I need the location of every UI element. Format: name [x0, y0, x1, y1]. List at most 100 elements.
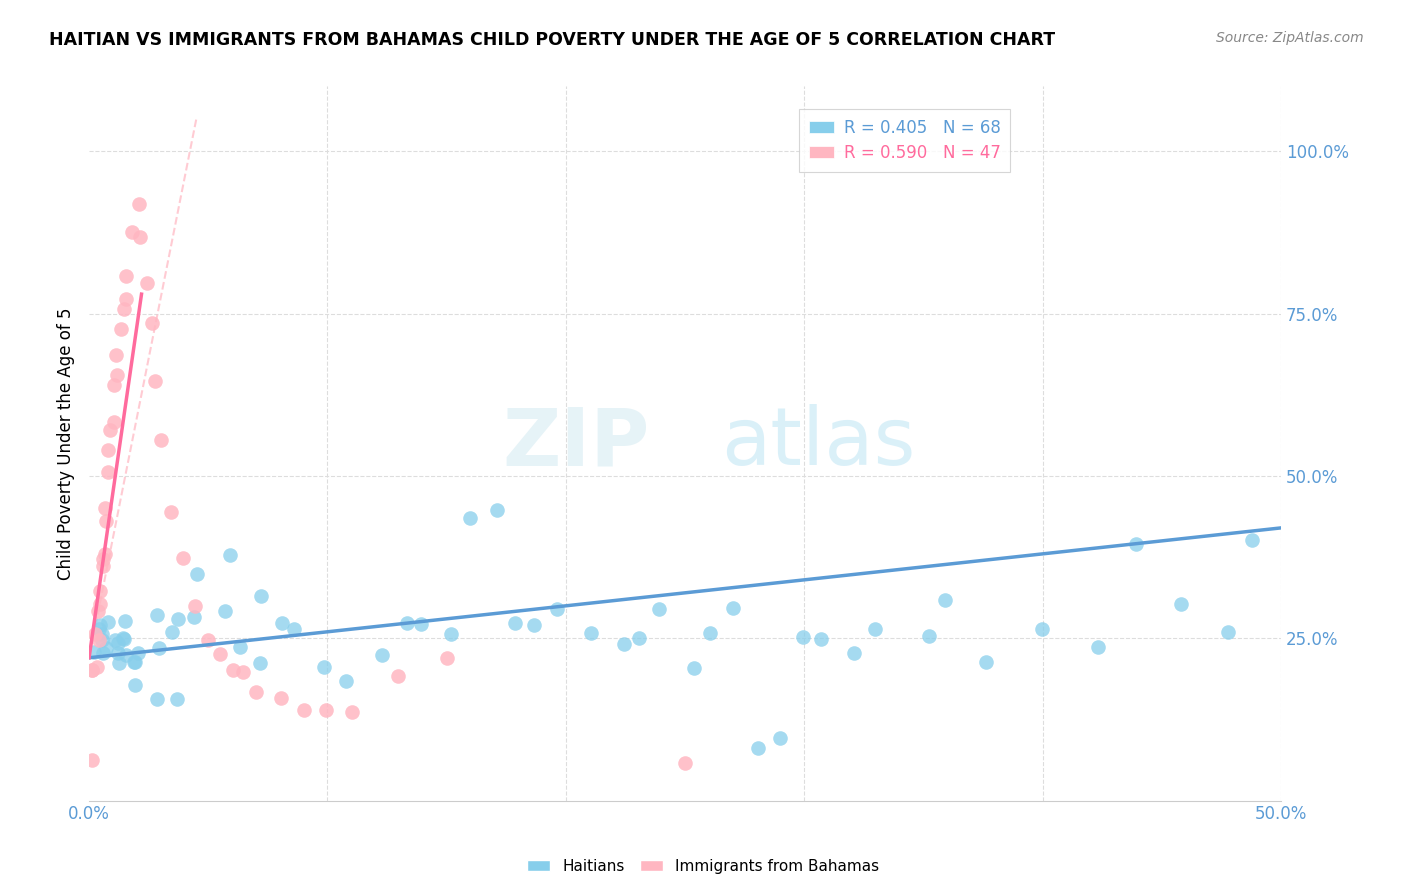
Point	[314, 660, 336, 674]
Point	[769, 731, 792, 745]
Point	[83, 645, 105, 659]
Point	[91, 559, 114, 574]
Point	[387, 668, 409, 682]
Point	[112, 301, 135, 316]
Point	[844, 646, 866, 660]
Point	[485, 503, 508, 517]
Point	[172, 550, 194, 565]
Y-axis label: Child Poverty Under the Age of 5: Child Poverty Under the Age of 5	[58, 307, 75, 580]
Point	[209, 647, 232, 661]
Point	[97, 465, 120, 479]
Point	[249, 657, 271, 671]
Point	[114, 614, 136, 628]
Point	[411, 617, 433, 632]
Point	[197, 632, 219, 647]
Point	[80, 753, 103, 767]
Point	[148, 640, 170, 655]
Point	[792, 631, 814, 645]
Point	[115, 292, 138, 306]
Point	[91, 646, 114, 660]
Point	[87, 622, 110, 636]
Point	[90, 626, 112, 640]
Point	[1125, 537, 1147, 551]
Point	[546, 601, 568, 615]
Point	[87, 604, 110, 618]
Point	[183, 609, 205, 624]
Point	[673, 756, 696, 771]
Point	[111, 631, 134, 645]
Point	[918, 629, 941, 643]
Point	[436, 651, 458, 665]
Text: ZIP: ZIP	[502, 404, 650, 483]
Point	[503, 616, 526, 631]
Point	[103, 415, 125, 429]
Point	[104, 348, 127, 362]
Point	[89, 597, 111, 611]
Point	[581, 626, 603, 640]
Point	[166, 612, 188, 626]
Point	[613, 637, 636, 651]
Point	[86, 659, 108, 673]
Point	[94, 501, 117, 516]
Point	[721, 601, 744, 615]
Point	[747, 740, 769, 755]
Text: HAITIAN VS IMMIGRANTS FROM BAHAMAS CHILD POVERTY UNDER THE AGE OF 5 CORRELATION : HAITIAN VS IMMIGRANTS FROM BAHAMAS CHILD…	[49, 31, 1056, 49]
Point	[647, 601, 669, 615]
Point	[150, 434, 173, 448]
Point	[340, 705, 363, 719]
Point	[1087, 640, 1109, 654]
Point	[110, 322, 132, 336]
Point	[283, 622, 305, 636]
Point	[115, 648, 138, 662]
Point	[91, 632, 114, 647]
Point	[523, 618, 546, 632]
Point	[396, 615, 419, 630]
Point	[94, 641, 117, 656]
Point	[128, 229, 150, 244]
Point	[229, 640, 252, 654]
Point	[124, 655, 146, 669]
Point	[107, 646, 129, 660]
Point	[97, 615, 120, 629]
Point	[124, 678, 146, 692]
Point	[107, 635, 129, 649]
Point	[974, 656, 997, 670]
Point	[214, 604, 236, 618]
Point	[222, 663, 245, 677]
Point	[84, 626, 107, 640]
Point	[245, 684, 267, 698]
Point	[104, 632, 127, 647]
Point	[143, 374, 166, 388]
Point	[145, 608, 167, 623]
Point	[162, 624, 184, 639]
Point	[1241, 533, 1264, 547]
Point	[627, 631, 650, 645]
Point	[371, 648, 394, 662]
Point	[80, 663, 103, 677]
Point	[1216, 625, 1239, 640]
Point	[232, 665, 254, 680]
Point	[89, 617, 111, 632]
Point	[160, 505, 183, 519]
Point	[112, 632, 135, 646]
Point	[184, 599, 207, 613]
Legend: R = 0.405   N = 68, R = 0.590   N = 47: R = 0.405 N = 68, R = 0.590 N = 47	[799, 109, 1011, 171]
Point	[458, 511, 481, 525]
Point	[1031, 623, 1053, 637]
Point	[335, 673, 357, 688]
Legend: Haitians, Immigrants from Bahamas: Haitians, Immigrants from Bahamas	[520, 853, 886, 880]
Point	[699, 626, 721, 640]
Point	[127, 646, 149, 660]
Point	[128, 197, 150, 211]
Point	[94, 547, 117, 561]
Point	[250, 589, 273, 603]
Point	[683, 661, 706, 675]
Point	[115, 268, 138, 283]
Point	[166, 691, 188, 706]
Point	[219, 548, 242, 562]
Point	[1170, 598, 1192, 612]
Point	[270, 691, 292, 706]
Point	[91, 552, 114, 566]
Point	[89, 632, 111, 647]
Point	[97, 443, 120, 458]
